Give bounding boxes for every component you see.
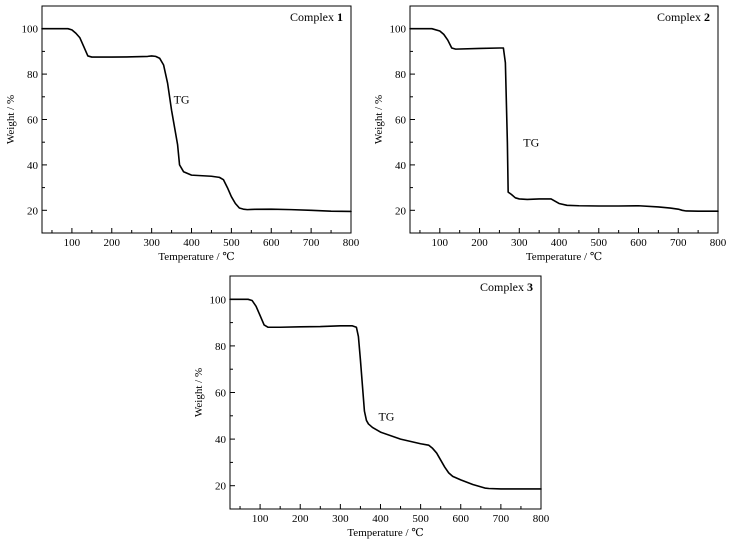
tg-curve-line	[41, 27, 352, 213]
x-tick-label: 600	[630, 237, 647, 249]
chart-title: Complex 2	[657, 10, 710, 24]
y-tick-label: 80	[395, 69, 407, 81]
y-axis-title: Weight / %	[373, 95, 385, 144]
x-axis-title: Temperature / ℃	[347, 527, 423, 539]
chart-title-number: 2	[704, 10, 710, 24]
x-tick-label: 400	[551, 237, 568, 249]
plot-frame	[41, 5, 352, 234]
y-axis-title: Weight / %	[5, 95, 17, 144]
tg-annotation: TG	[523, 136, 539, 150]
x-tick-label: 300	[143, 237, 160, 249]
x-axis-title: Temperature / ℃	[158, 251, 234, 263]
x-tick-label: 600	[452, 513, 469, 525]
y-tick-label: 40	[395, 160, 407, 172]
y-tick-label: 20	[215, 481, 227, 493]
x-tick-label: 700	[493, 513, 510, 525]
chart-title: Complex 3	[480, 280, 533, 294]
tg-curve-line	[409, 27, 719, 213]
x-tick-label: 200	[471, 237, 488, 249]
y-axis-title: Weight / %	[193, 368, 205, 417]
y-tick-label: 100	[390, 24, 407, 36]
y-tick-label: 60	[215, 388, 227, 400]
y-tick-label: 60	[395, 115, 407, 127]
y-tick-label: 40	[27, 160, 39, 172]
y-tick-label: 80	[215, 341, 227, 353]
y-tick-label: 20	[27, 205, 39, 217]
x-tick-label: 800	[710, 237, 727, 249]
x-axis-title: Temperature / ℃	[526, 251, 602, 263]
chart-title-number: 1	[337, 10, 343, 24]
chart-title-text: Complex	[290, 10, 337, 24]
x-tick-label: 600	[263, 237, 280, 249]
chart-title-text: Complex	[657, 10, 704, 24]
x-tick-label: 800	[343, 237, 360, 249]
chart-panel-2: 100 200 300 400 500 600 700 800 20 40 60 80 100 Tempe…	[373, 5, 727, 263]
tg-curve-line	[229, 298, 542, 490]
x-tick-label: 100	[252, 513, 269, 525]
x-tick-label: 100	[432, 237, 449, 249]
chart-title-number: 3	[527, 280, 533, 294]
x-tick-label: 300	[332, 513, 349, 525]
x-tick-label: 800	[533, 513, 550, 525]
x-tick-label: 500	[223, 237, 240, 249]
x-tick-label: 200	[292, 513, 309, 525]
y-tick-label: 100	[22, 24, 39, 36]
x-tick-label: 700	[303, 237, 320, 249]
chart-title-text: Complex	[480, 280, 527, 294]
y-tick-label: 20	[395, 205, 407, 217]
x-tick-label: 400	[372, 513, 389, 525]
chart-title: Complex 1	[290, 10, 343, 24]
tg-annotation: TG	[174, 93, 190, 107]
y-tick-label: 80	[27, 69, 39, 81]
x-tick-label: 100	[64, 237, 81, 249]
chart-panel-1: 100 200 300 400 500 600 700 800 20 40 60 80 100 Tempe…	[5, 5, 360, 263]
plot-frame	[229, 275, 542, 510]
x-tick-label: 200	[104, 237, 121, 249]
x-tick-label: 500	[412, 513, 429, 525]
plot-frame	[409, 5, 719, 234]
y-tick-label: 40	[215, 434, 227, 446]
x-tick-label: 400	[183, 237, 200, 249]
x-tick-label: 700	[670, 237, 687, 249]
y-tick-label: 100	[210, 294, 227, 306]
tg-annotation: TG	[378, 409, 394, 423]
x-tick-label: 500	[591, 237, 608, 249]
y-tick-label: 60	[27, 115, 39, 127]
x-tick-label: 300	[511, 237, 528, 249]
chart-panel-3: 100 200 300 400 500 600 700 800 20 40 60 80 100 Tempe…	[193, 275, 550, 539]
